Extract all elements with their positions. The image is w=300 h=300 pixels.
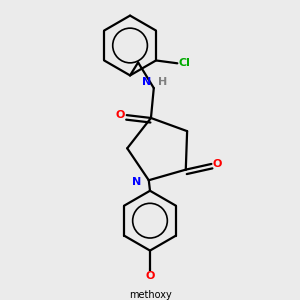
Text: O: O <box>116 110 125 120</box>
Text: N: N <box>142 76 151 87</box>
Text: methoxy: methoxy <box>129 290 171 300</box>
Text: O: O <box>213 159 222 169</box>
Text: N: N <box>132 177 142 187</box>
Text: Cl: Cl <box>179 58 190 68</box>
Text: O: O <box>145 271 155 281</box>
Text: H: H <box>158 76 167 87</box>
